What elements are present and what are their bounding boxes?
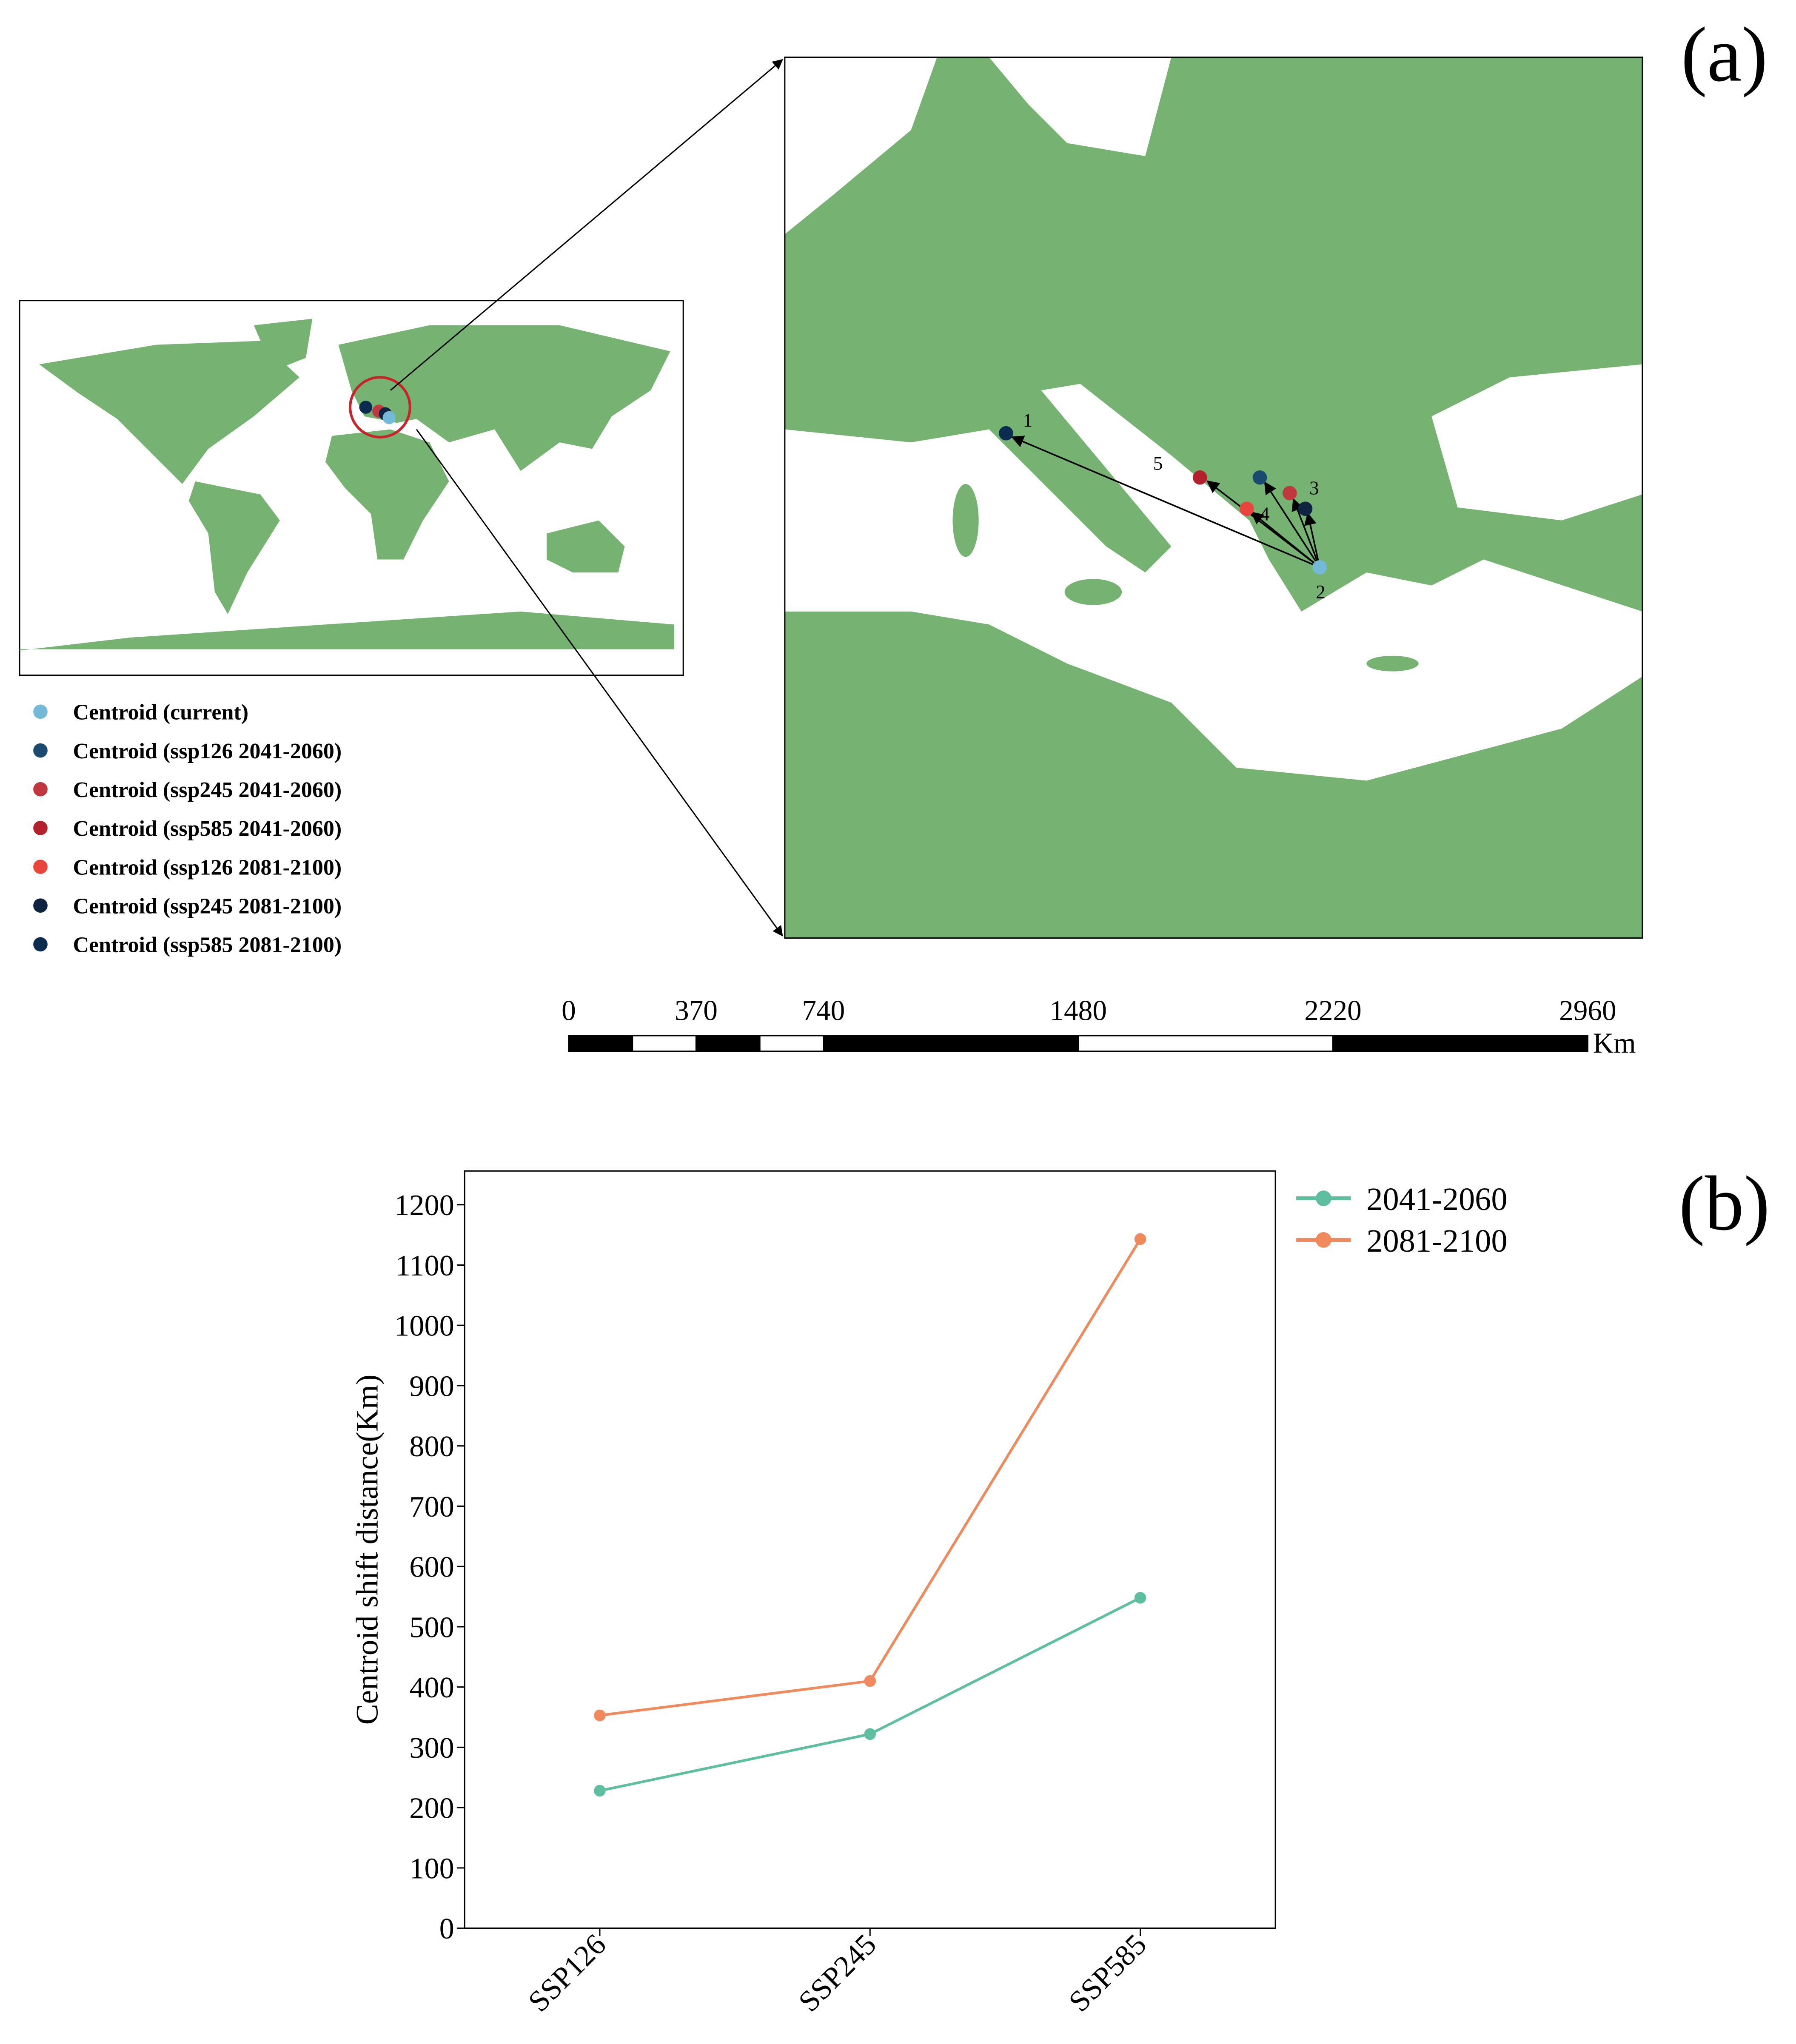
scale-tick-label: 740	[802, 994, 845, 1026]
legend-marker	[33, 704, 48, 719]
legend-label: Centroid (ssp126 2081-2100)	[73, 855, 342, 880]
y-tick-label: 600	[409, 1551, 454, 1584]
centroid-point	[1252, 470, 1267, 485]
map-legend: Centroid (current) Centroid (ssp126 2041-…	[33, 700, 342, 957]
centroid-point	[1192, 470, 1207, 485]
data-point	[1134, 1233, 1146, 1245]
centroid-point	[1312, 560, 1327, 575]
scale-unit: Km	[1593, 1027, 1636, 1059]
centroid-point	[359, 401, 373, 414]
legend-marker	[33, 937, 48, 952]
panel-label: (b)	[1679, 1160, 1770, 1247]
legend-label: Centroid (current)	[73, 700, 248, 725]
legend-marker	[33, 860, 48, 874]
data-point	[864, 1675, 876, 1687]
legend-marker	[33, 743, 48, 758]
scale-tick-label: 2220	[1304, 994, 1362, 1026]
scale-segment	[823, 1035, 1079, 1052]
scale-segment	[1332, 1035, 1588, 1052]
y-tick-label: 200	[409, 1792, 454, 1825]
x-tick-label: SSP126	[522, 1928, 613, 2018]
legend-label: Centroid (ssp245 2081-2100)	[73, 894, 342, 919]
y-tick-label: 900	[409, 1369, 454, 1403]
data-point	[594, 1785, 606, 1797]
plot-frame	[464, 1170, 1276, 1929]
data-point	[594, 1709, 606, 1722]
y-tick-label: 400	[409, 1671, 454, 1704]
legend-marker	[33, 898, 48, 913]
series-line	[599, 1597, 1141, 1792]
world-map	[19, 59, 784, 937]
centroid-point	[382, 411, 396, 424]
legend-label: 2081-2100	[1366, 1223, 1507, 1259]
legend-label: Centroid (ssp585 2041-2060)	[73, 817, 342, 841]
x-tick-label: SSP585	[1062, 1928, 1153, 2018]
point-label: 1	[1023, 409, 1033, 431]
scale-segment	[1078, 1035, 1334, 1052]
zoom-map: 1 2 3 4 5	[784, 57, 1643, 939]
y-tick-label: 800	[409, 1430, 454, 1463]
scale-tick-label: 1480	[1049, 994, 1107, 1026]
scale-segment	[759, 1035, 824, 1052]
scale-tick-label: 2960	[1559, 994, 1616, 1026]
point-label: 2	[1316, 581, 1326, 603]
y-tick-label: 300	[409, 1731, 454, 1765]
scale-segment	[568, 1035, 633, 1052]
legend-marker	[33, 821, 48, 835]
centroid-point	[1240, 501, 1254, 516]
scale-segment	[632, 1035, 697, 1052]
legend-label: Centroid (ssp126 2041-2060)	[73, 739, 342, 763]
legend-marker	[33, 782, 48, 797]
y-tick-label: 100	[409, 1852, 454, 1885]
line-chart: 0 100 200 300 400 500 600 700 800 900 1000 1100 1200…	[350, 1170, 1508, 2018]
x-tick-label: SSP245	[792, 1928, 883, 2018]
legend-marker	[1316, 1232, 1331, 1248]
panel-label: (a)	[1681, 11, 1768, 98]
series-line	[599, 1238, 1142, 1717]
y-tick-label: 0	[439, 1912, 454, 1945]
legend-label: Centroid (ssp245 2041-2060)	[73, 778, 342, 802]
legend-label: Centroid (ssp585 2081-2100)	[73, 933, 342, 957]
y-tick-label: 1200	[394, 1189, 454, 1222]
legend-label: 2041-2060	[1366, 1181, 1507, 1217]
scale-tick-label: 0	[562, 994, 576, 1026]
point-label: 5	[1153, 452, 1163, 474]
y-tick-label: 700	[409, 1490, 454, 1523]
centroid-point	[999, 426, 1013, 441]
y-tick-label: 1000	[394, 1310, 454, 1343]
legend-marker	[1316, 1190, 1331, 1206]
centroid-point	[1298, 501, 1313, 516]
data-point	[864, 1728, 876, 1740]
centroid-point	[1282, 486, 1297, 501]
scale-segment	[695, 1035, 761, 1052]
point-label: 4	[1260, 503, 1269, 525]
y-tick-label: 500	[409, 1611, 454, 1644]
y-tick-label: 1100	[396, 1249, 454, 1282]
y-axis-label: Centroid shift distance(Km)	[350, 1375, 384, 1725]
scale-tick-label: 370	[675, 994, 718, 1026]
data-point	[1134, 1592, 1146, 1604]
point-label: 3	[1309, 477, 1319, 498]
